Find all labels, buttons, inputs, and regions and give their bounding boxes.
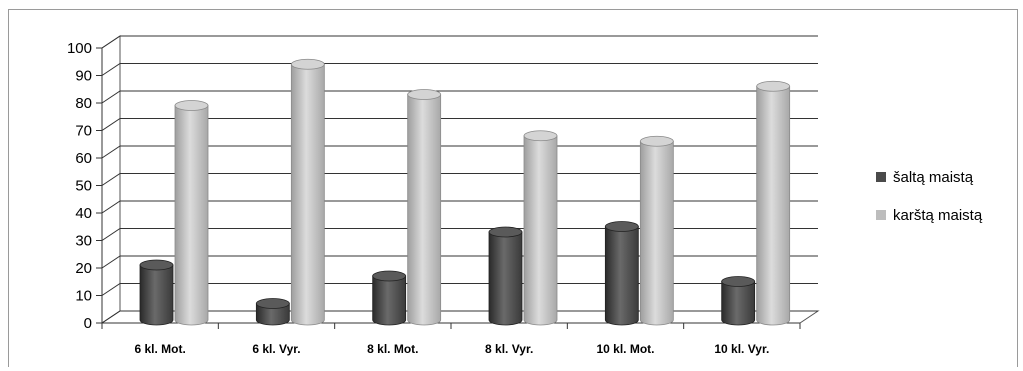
y-axis: 0 10 20 30 40 50 60 70 80 90 100 — [67, 40, 103, 332]
y-tick-label: 30 — [75, 233, 92, 250]
bar-body — [756, 85, 791, 326]
legend-item-series-1: karštą maistą — [876, 203, 982, 227]
x-tick-label: 6 kl. Vyr. — [252, 342, 300, 356]
y-tick-label: 40 — [75, 205, 92, 222]
y-tick-label: 50 — [75, 178, 92, 195]
bar-body — [174, 105, 209, 326]
gridline — [101, 35, 818, 49]
gridline — [101, 310, 818, 324]
bar-0-5 — [721, 276, 756, 326]
bar-cap — [604, 221, 639, 232]
bar-body — [372, 275, 407, 326]
bar-1-5 — [756, 80, 791, 326]
gridline — [101, 118, 818, 131]
bar-cap — [139, 259, 174, 271]
bar-body — [721, 281, 756, 326]
gridline — [101, 63, 818, 76]
x-tick-label: 10 kl. Vyr. — [714, 342, 769, 356]
bar-cap — [639, 135, 674, 147]
y-tick-label: 90 — [75, 68, 92, 85]
bar-body — [604, 226, 639, 326]
bar-cap — [523, 130, 558, 142]
x-tick-label: 6 kl. Mot. — [134, 342, 185, 356]
x-tick-label: 10 kl. Mot. — [596, 342, 654, 356]
y-tick-label: 80 — [75, 95, 92, 112]
bar-cap — [407, 89, 442, 100]
y-tick-label: 0 — [84, 315, 92, 332]
y-tick-label: 100 — [67, 40, 92, 57]
bar-body — [407, 94, 442, 326]
bar-cap — [255, 298, 290, 309]
bar-0-0 — [139, 259, 174, 326]
gridline — [101, 90, 818, 104]
bar-body — [290, 63, 325, 326]
legend-label-0: šaltą maistą — [893, 168, 974, 186]
bar-cap — [721, 276, 756, 287]
x-axis: 6 kl. Mot. 6 kl. Vyr. 8 kl. Mot. 8 kl. Vyr.… — [101, 322, 801, 356]
bars — [139, 58, 791, 326]
bar-cap — [174, 100, 209, 111]
bar-1-1 — [290, 58, 325, 326]
gridline — [101, 145, 818, 159]
bar-cap — [290, 58, 325, 70]
bar-1-3 — [523, 130, 558, 326]
bar-body — [488, 231, 523, 326]
bar-cap — [488, 226, 523, 238]
y-tick-label: 70 — [75, 123, 92, 140]
bar-1-2 — [407, 89, 442, 326]
floor — [100, 310, 820, 324]
chart-frame — [8, 9, 1018, 367]
bar-body — [639, 140, 674, 326]
bar-cap — [372, 270, 407, 282]
y-tick-label: 10 — [75, 288, 92, 305]
bar-body — [523, 135, 558, 326]
chart-gridlines — [101, 35, 818, 324]
bar-body — [139, 264, 174, 326]
chart-walls — [100, 35, 820, 324]
legend-label-1: karštą maistą — [893, 206, 983, 224]
gridline — [101, 200, 818, 214]
legend-swatch-light — [876, 210, 886, 220]
bar-0-2 — [372, 270, 407, 326]
bar-cap — [756, 80, 791, 92]
y-tick-label: 60 — [75, 150, 92, 167]
gridline — [101, 283, 818, 296]
bar-1-0 — [174, 100, 209, 326]
legend: šaltą maistą karštą maistą — [876, 165, 982, 241]
bar-0-3 — [488, 226, 523, 326]
bar-0-4 — [604, 221, 639, 326]
x-tick-label: 8 kl. Vyr. — [485, 342, 533, 356]
bar-1-4 — [639, 135, 674, 326]
gridline — [101, 255, 818, 269]
y-tick-label: 20 — [75, 260, 92, 277]
legend-item-series-0: šaltą maistą — [876, 165, 982, 189]
x-tick-label: 8 kl. Mot. — [367, 342, 418, 356]
gridline — [101, 173, 818, 186]
gridline — [101, 228, 818, 241]
bar-0-1 — [255, 298, 290, 326]
bar-body — [255, 303, 290, 326]
legend-swatch-dark — [876, 172, 886, 182]
